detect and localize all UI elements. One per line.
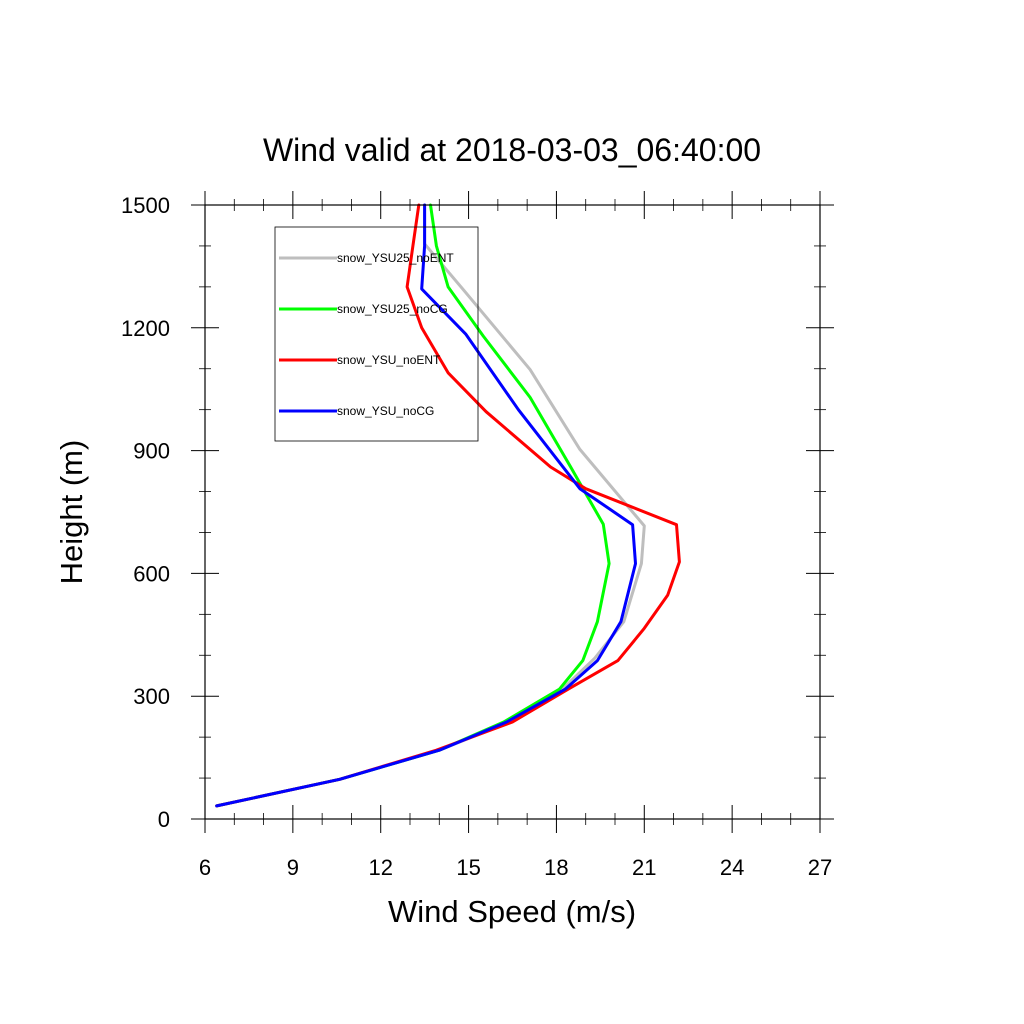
y-tick-label: 300	[133, 684, 170, 709]
x-tick-label: 6	[199, 855, 211, 880]
series-line-snow_YSU25_noCG	[215, 203, 611, 808]
legend-label: snow_YSU25_noENT	[337, 251, 454, 265]
x-tick-label: 21	[632, 855, 656, 880]
x-axis-label: Wind Speed (m/s)	[388, 894, 636, 929]
chart-title: Wind valid at 2018-03-03_06:40:00	[263, 132, 761, 168]
series-line-snow_YSU25_noENT	[215, 203, 646, 808]
x-tick-labels: 6 9 12 15 18 21 24 27	[199, 855, 832, 880]
y-tick-label: 1500	[121, 193, 170, 218]
legend-box	[274, 226, 479, 442]
x-tick-label: 9	[287, 855, 299, 880]
plot-frame	[204, 204, 821, 820]
legend-label: snow_YSU_noENT	[337, 353, 441, 367]
series-line-snow_YSU_noCG	[215, 203, 637, 808]
x-tick-label: 12	[368, 855, 392, 880]
y-tick-label: 600	[133, 561, 170, 586]
x-tick-label: 27	[808, 855, 832, 880]
legend: snow_YSU25_noENT snow_YSU25_noCG snow_YSU_…	[274, 226, 479, 442]
major-ticks	[191, 191, 834, 833]
x-tick-label: 18	[544, 855, 568, 880]
legend-label: snow_YSU25_noCG	[337, 302, 448, 316]
y-tick-label: 1200	[121, 316, 170, 341]
minor-ticks	[199, 199, 826, 825]
y-tick-label: 0	[158, 807, 170, 832]
series-lines	[215, 203, 681, 808]
x-tick-label: 24	[720, 855, 744, 880]
y-tick-labels: 0 300 600 900 1200 1500	[121, 193, 170, 832]
y-axis-label: Height (m)	[54, 440, 89, 585]
y-tick-label: 900	[133, 439, 170, 464]
series-line-snow_YSU_noENT	[215, 203, 681, 808]
x-tick-label: 15	[456, 855, 480, 880]
legend-label: snow_YSU_noCG	[337, 404, 434, 418]
